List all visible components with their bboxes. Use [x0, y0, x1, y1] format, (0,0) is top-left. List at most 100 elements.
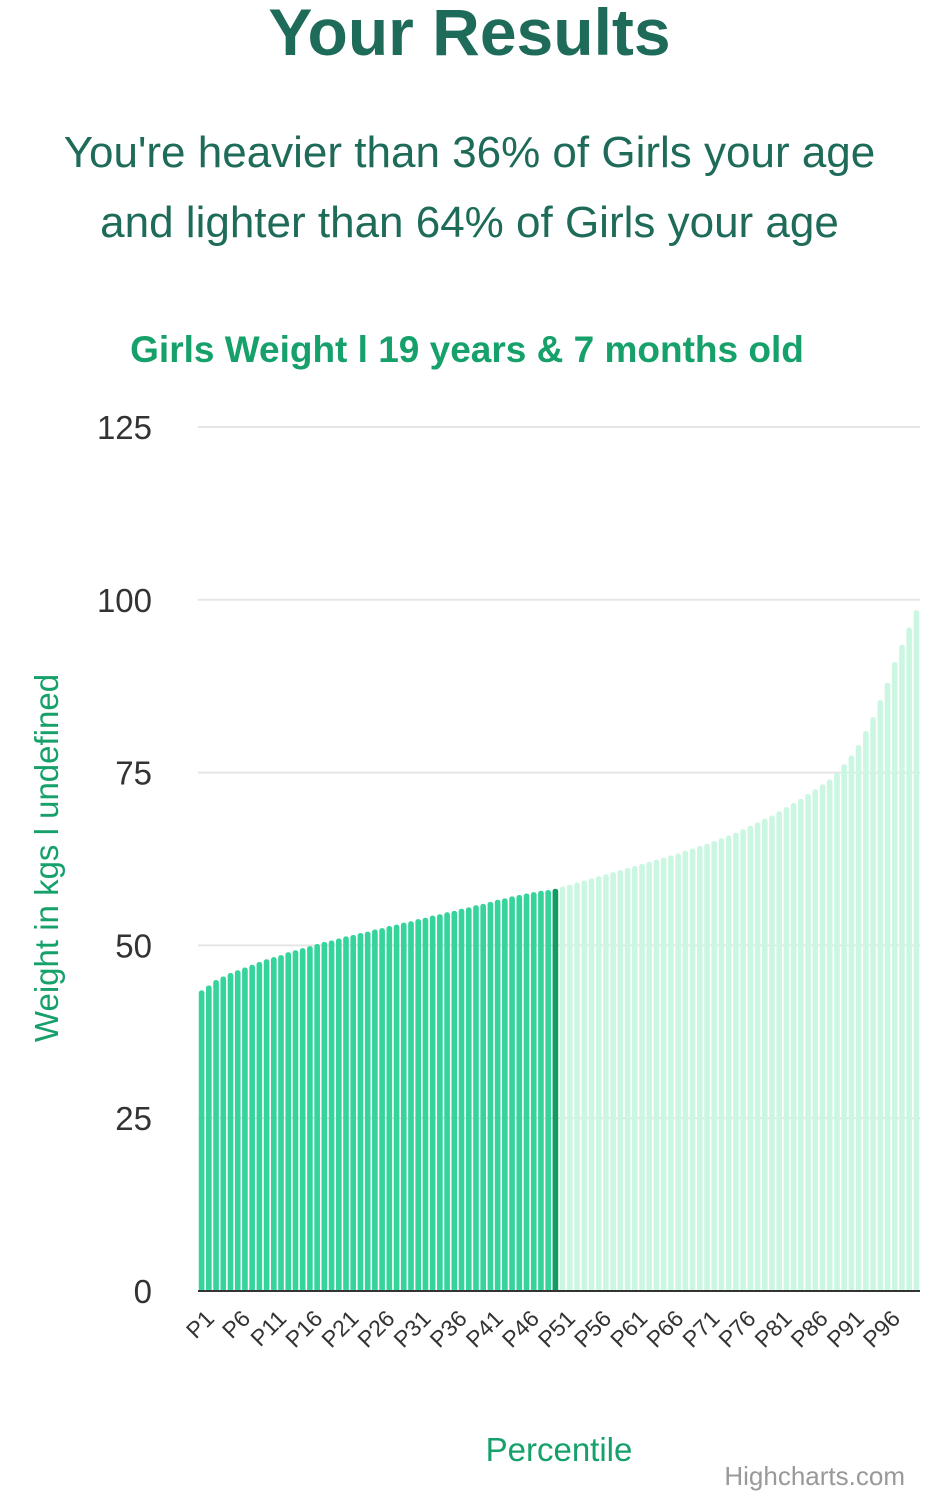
bar[interactable]	[834, 772, 840, 1291]
bar[interactable]	[891, 662, 898, 1291]
bar[interactable]	[718, 838, 725, 1291]
bar[interactable]	[704, 843, 710, 1291]
bar[interactable]	[877, 700, 884, 1291]
bar[interactable]	[776, 811, 783, 1291]
bar[interactable]	[372, 929, 378, 1291]
bar[interactable]	[530, 892, 537, 1291]
bar[interactable]	[335, 938, 342, 1291]
bar[interactable]	[227, 973, 234, 1291]
bar[interactable]	[617, 870, 624, 1291]
bar[interactable]	[913, 610, 920, 1291]
bar[interactable]	[285, 952, 292, 1291]
bar[interactable]	[646, 861, 653, 1291]
bar[interactable]	[899, 644, 905, 1291]
bar[interactable]	[393, 924, 400, 1291]
bar[interactable]	[581, 880, 588, 1291]
bar[interactable]	[689, 848, 696, 1291]
bar[interactable]	[328, 940, 335, 1291]
bar[interactable]	[516, 894, 523, 1291]
bar[interactable]	[263, 959, 270, 1291]
bar[interactable]	[480, 903, 487, 1291]
bar[interactable]	[437, 914, 443, 1291]
bar[interactable]	[292, 950, 299, 1291]
bar[interactable]	[567, 884, 573, 1291]
bar[interactable]	[805, 794, 811, 1291]
bar[interactable]	[321, 941, 328, 1291]
bar[interactable]	[509, 896, 515, 1291]
bar[interactable]	[523, 893, 530, 1291]
bar[interactable]	[624, 867, 631, 1291]
bar[interactable]	[660, 857, 667, 1291]
bar[interactable]	[213, 979, 219, 1291]
bar[interactable]	[220, 976, 227, 1291]
bar[interactable]	[465, 907, 472, 1291]
bar[interactable]	[357, 932, 364, 1291]
bar[interactable]	[725, 835, 732, 1291]
highcharts-credit[interactable]: Highcharts.com	[724, 1461, 905, 1491]
bar[interactable]	[206, 985, 212, 1291]
bar[interactable]	[270, 957, 277, 1291]
bar[interactable]	[761, 818, 768, 1291]
bar[interactable]	[364, 931, 371, 1291]
bar[interactable]	[675, 853, 681, 1291]
bar[interactable]	[256, 961, 263, 1291]
bar[interactable]	[870, 717, 876, 1291]
bar[interactable]	[314, 944, 320, 1291]
bar[interactable]	[740, 829, 746, 1291]
bar[interactable]	[747, 825, 754, 1291]
bar[interactable]	[422, 917, 429, 1291]
bar[interactable]	[408, 921, 414, 1291]
bar[interactable]	[682, 850, 689, 1291]
bar[interactable]	[783, 807, 790, 1291]
bar[interactable]	[559, 886, 566, 1291]
bar[interactable]	[198, 990, 205, 1291]
bar[interactable]	[841, 764, 848, 1291]
bar[interactable]	[343, 936, 349, 1291]
bar[interactable]	[826, 779, 833, 1291]
bar[interactable]	[863, 731, 869, 1291]
bar[interactable]	[487, 901, 494, 1291]
bar[interactable]	[379, 928, 385, 1291]
bar[interactable]	[249, 964, 255, 1291]
bar[interactable]	[769, 815, 775, 1291]
bar[interactable]	[884, 682, 891, 1291]
bar[interactable]	[242, 967, 248, 1291]
bar[interactable]	[819, 784, 826, 1291]
bar[interactable]	[653, 859, 660, 1291]
bar[interactable]	[278, 955, 284, 1291]
bar[interactable]	[307, 946, 313, 1291]
bar[interactable]	[603, 874, 609, 1291]
bar[interactable]	[696, 845, 703, 1291]
bar[interactable]	[444, 912, 450, 1291]
bar[interactable]	[538, 890, 544, 1291]
bar[interactable]	[733, 832, 739, 1291]
bar[interactable]	[299, 948, 306, 1291]
bar[interactable]	[574, 882, 580, 1291]
bar[interactable]	[502, 898, 508, 1291]
bar[interactable]	[906, 627, 912, 1291]
bar[interactable]	[545, 890, 551, 1291]
bar[interactable]	[350, 935, 357, 1291]
bar[interactable]	[234, 970, 241, 1291]
bar-user-percentile[interactable]	[552, 888, 559, 1291]
bar[interactable]	[429, 915, 436, 1291]
bar[interactable]	[588, 878, 595, 1291]
bar[interactable]	[458, 908, 465, 1291]
bar[interactable]	[415, 919, 422, 1291]
bar[interactable]	[400, 922, 407, 1291]
bar[interactable]	[639, 863, 645, 1291]
bar[interactable]	[595, 876, 602, 1291]
bar[interactable]	[668, 855, 674, 1291]
bar[interactable]	[754, 822, 761, 1291]
bar[interactable]	[790, 803, 797, 1291]
bar[interactable]	[631, 865, 638, 1291]
bar[interactable]	[386, 926, 393, 1291]
bar[interactable]	[812, 789, 819, 1291]
bar[interactable]	[848, 755, 855, 1291]
bar[interactable]	[610, 872, 616, 1291]
bar[interactable]	[855, 744, 862, 1291]
bar[interactable]	[451, 910, 458, 1291]
bar[interactable]	[494, 899, 501, 1291]
bar[interactable]	[711, 841, 718, 1291]
bar[interactable]	[798, 798, 804, 1291]
